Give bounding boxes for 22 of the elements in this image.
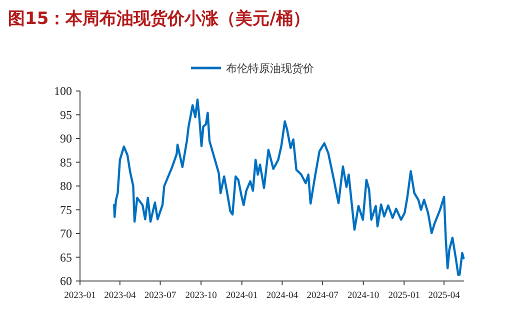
line-series — [113, 98, 465, 276]
y-tick-label: 65 — [60, 250, 72, 264]
y-tick-label: 75 — [60, 202, 72, 217]
x-tick-label: 2025-01 — [388, 291, 420, 301]
x-tick-label: 2023-04 — [104, 291, 136, 301]
chart-title: 图15：本周布油现货价小涨（美元/桶） — [8, 9, 310, 29]
y-tick-label: 100 — [54, 84, 72, 98]
y-tick-label: 70 — [60, 226, 72, 240]
x-tick-label: 2024-10 — [348, 291, 380, 301]
legend-label: 布伦特原油现货价 — [226, 62, 314, 75]
x-tick-label: 2024-01 — [226, 291, 258, 301]
x-tick-label: 2024-07 — [306, 291, 339, 301]
y-tick-label: 60 — [60, 274, 72, 288]
x-tick-label: 2023-10 — [185, 291, 218, 301]
y-tick-label: 85 — [60, 155, 72, 170]
x-tick-label: 2023-01 — [64, 291, 96, 301]
y-tick-label: 95 — [60, 108, 72, 122]
x-tick-label: 2025-04 — [428, 291, 460, 301]
y-tick-label: 80 — [60, 179, 72, 193]
x-tick-label: 2024-04 — [266, 291, 298, 301]
x-tick-label: 2023-07 — [144, 291, 176, 301]
y-tick-label: 90 — [60, 132, 72, 146]
